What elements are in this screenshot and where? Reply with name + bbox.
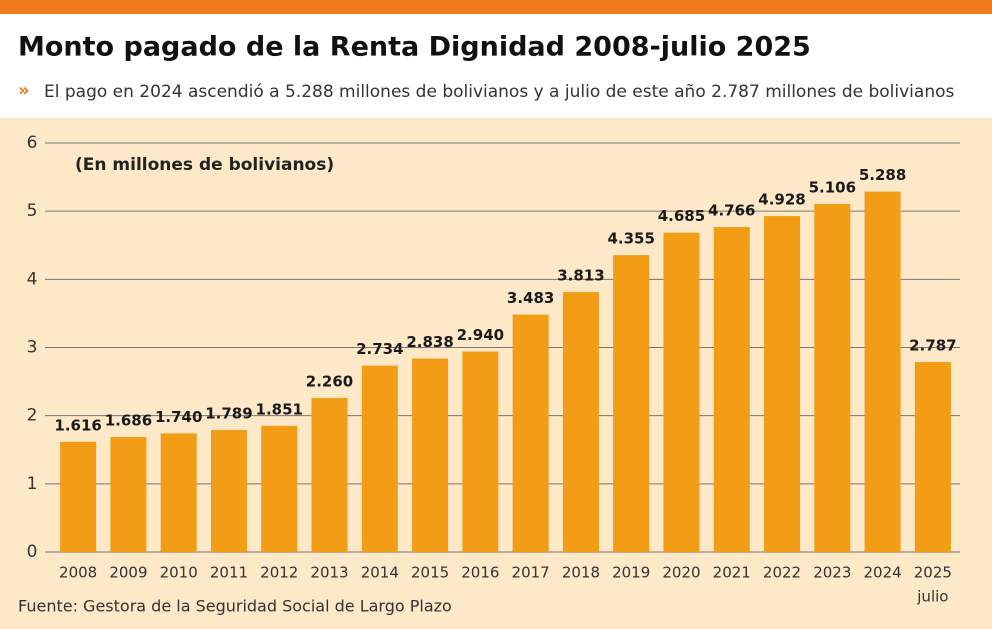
- value-label: 4.766: [708, 202, 755, 220]
- value-label: 2.940: [457, 326, 504, 344]
- x-tick-label: 2020: [662, 564, 700, 582]
- value-label: 2.260: [306, 372, 353, 390]
- value-label: 2.734: [356, 340, 403, 358]
- bar: [311, 397, 348, 552]
- bar: [914, 362, 951, 552]
- x-tick-label: 2019: [612, 564, 650, 582]
- chart-subtitle: El pago en 2024 ascendió a 5.288 millone…: [44, 82, 954, 102]
- x-tick-label: 2013: [310, 564, 348, 582]
- value-label: 1.851: [256, 400, 303, 418]
- x-tick-label: 2015: [411, 564, 449, 582]
- x-tick-label: 2023: [813, 564, 851, 582]
- y-tick-label: 3: [27, 338, 38, 358]
- x-tick-label: 2025: [914, 564, 952, 582]
- x-tick-label: 2012: [260, 564, 298, 582]
- source: Fuente: Gestora de la Seguridad Social d…: [18, 597, 452, 616]
- value-label: 4.355: [607, 230, 654, 248]
- bar: [864, 191, 901, 552]
- y-tick-label: 4: [27, 269, 38, 289]
- x-tick-label: 2024: [863, 564, 901, 582]
- bar: [361, 365, 398, 552]
- value-label: 1.740: [155, 408, 202, 426]
- bar: [663, 232, 700, 552]
- x-tick-label: 2016: [461, 564, 499, 582]
- value-label: 4.685: [658, 207, 705, 225]
- y-tick-label: 0: [27, 542, 38, 562]
- top-stripe: [0, 0, 992, 14]
- x-tick-note: julio: [916, 588, 948, 606]
- bar: [562, 292, 599, 552]
- bar: [613, 255, 650, 553]
- x-tick-label: 2022: [763, 564, 801, 582]
- chart-title: Monto pagado de la Renta Dignidad 2008-j…: [18, 32, 811, 63]
- value-label: 3.483: [507, 289, 554, 307]
- x-tick-label: 2008: [59, 564, 97, 582]
- y-tick-label: 6: [27, 133, 38, 153]
- x-tick-label: 2021: [713, 564, 751, 582]
- x-tick-label: 2017: [512, 564, 550, 582]
- unit-note: (En millones de bolivianos): [75, 155, 334, 175]
- bar: [512, 314, 549, 552]
- bar: [814, 203, 851, 553]
- value-label: 4.928: [758, 191, 805, 209]
- bullet: »: [18, 80, 30, 101]
- bar: [261, 425, 298, 552]
- bar: [764, 216, 801, 553]
- value-label: 1.616: [54, 416, 101, 434]
- x-tick-label: 2014: [361, 564, 399, 582]
- bar: [60, 441, 97, 552]
- bar: [210, 430, 247, 552]
- value-label: 1.686: [105, 412, 152, 430]
- value-label: 5.288: [859, 166, 906, 184]
- value-label: 2.838: [406, 333, 453, 351]
- bar: [713, 227, 750, 552]
- x-tick-label: 2010: [160, 564, 198, 582]
- value-label: 2.787: [909, 337, 956, 355]
- bar: [462, 351, 499, 552]
- y-tick-label: 2: [27, 406, 38, 426]
- y-tick-label: 5: [27, 201, 38, 221]
- bar: [160, 433, 197, 552]
- x-tick-label: 2011: [210, 564, 248, 582]
- y-tick-label: 1: [27, 474, 38, 494]
- value-label: 3.813: [557, 267, 604, 285]
- bar: [110, 437, 147, 552]
- bar: [412, 358, 449, 552]
- x-tick-label: 2009: [109, 564, 147, 582]
- x-tick-label: 2018: [562, 564, 600, 582]
- value-label: 1.789: [205, 405, 252, 423]
- value-label: 5.106: [809, 178, 856, 196]
